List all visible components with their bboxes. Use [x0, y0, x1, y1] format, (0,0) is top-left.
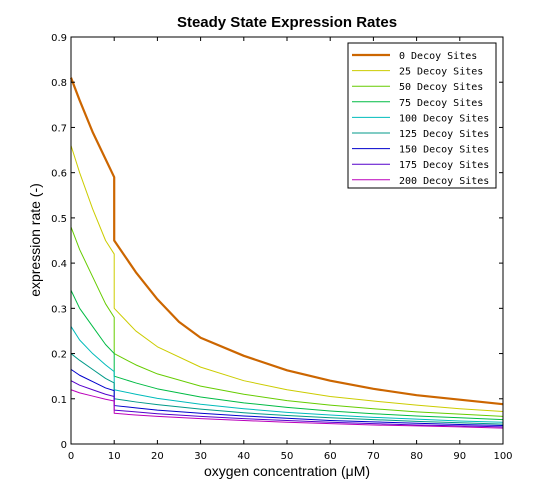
y-tick-label: 0.7 — [51, 123, 67, 134]
y-tick-label: 0.6 — [51, 169, 67, 180]
legend-label-7: 175 Decoy Sites — [399, 160, 489, 171]
x-tick-label: 30 — [194, 451, 207, 462]
x-tick-label: 0 — [68, 451, 74, 462]
y-tick-label: 0.3 — [51, 304, 67, 315]
x-axis-label: oxygen concentration (μM) — [204, 463, 370, 479]
legend-label-8: 200 Decoy Sites — [399, 176, 489, 187]
y-axis-label: expression rate (-) — [27, 183, 43, 297]
x-tick-label: 50 — [281, 451, 294, 462]
x-tick-label: 90 — [453, 451, 466, 462]
x-tick-label: 20 — [151, 451, 164, 462]
chart-title: Steady State Expression Rates — [177, 14, 397, 31]
y-tick-label: 0 — [61, 440, 67, 451]
y-tick-label: 0.5 — [51, 214, 67, 225]
legend: 0 Decoy Sites 25 Decoy Sites 50 Decoy Site… — [348, 43, 496, 188]
x-tick-label: 40 — [237, 451, 250, 462]
y-tick-label: 0.9 — [51, 33, 67, 44]
y-tick-label: 0.1 — [51, 395, 67, 406]
y-tick-label: 0.4 — [51, 259, 67, 270]
legend-label-5: 125 Decoy Sites — [399, 129, 489, 140]
y-tick-label: 0.2 — [51, 350, 67, 361]
y-tick-label: 0.8 — [51, 78, 67, 89]
legend-label-3: 75 Decoy Sites — [399, 98, 483, 109]
x-tick-label: 10 — [108, 451, 121, 462]
legend-label-4: 100 Decoy Sites — [399, 113, 489, 124]
legend-label-6: 150 Decoy Sites — [399, 145, 489, 156]
x-tick-label: 80 — [410, 451, 423, 462]
legend-label-2: 50 Decoy Sites — [399, 82, 483, 93]
x-tick-label: 60 — [324, 451, 337, 462]
x-tick-label: 70 — [367, 451, 380, 462]
x-tick-label: 100 — [493, 451, 512, 462]
legend-label-0: 0 Decoy Sites — [399, 51, 477, 62]
legend-label-1: 25 Decoy Sites — [399, 67, 483, 78]
